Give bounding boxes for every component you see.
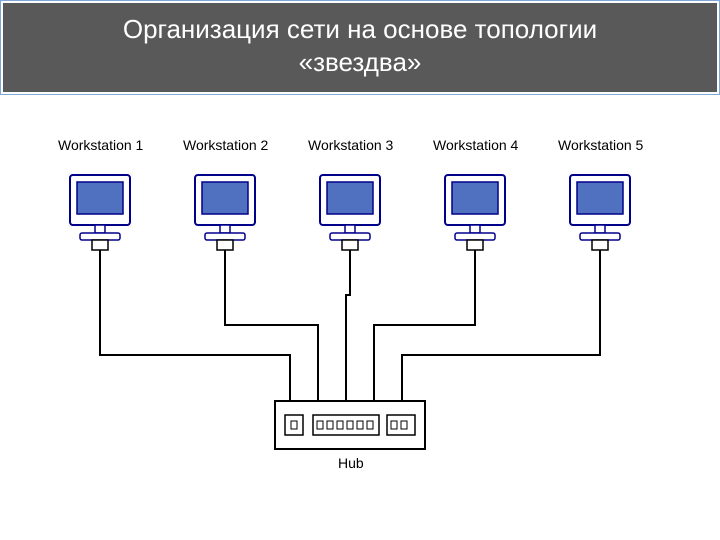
- page-title: Организация сети на основе топологии «зв…: [23, 13, 697, 78]
- header-inner: Организация сети на основе топологии «зв…: [3, 3, 717, 92]
- title-line-2: «звездва»: [299, 47, 422, 77]
- workstation-label-2: Workstation 2: [183, 137, 268, 153]
- star-topology-diagram: Workstation 1 Workstation 2 Workstation 3 W…: [0, 95, 720, 535]
- header-bar: Организация сети на основе топологии «зв…: [0, 0, 720, 95]
- title-line-1: Организация сети на основе топологии: [123, 14, 597, 44]
- workstation-label-3: Workstation 3: [308, 137, 393, 153]
- hub-label: Hub: [338, 455, 364, 471]
- workstation-label-4: Workstation 4: [433, 137, 518, 153]
- workstation-label-5: Workstation 5: [558, 137, 643, 153]
- workstation-label-1: Workstation 1: [58, 137, 143, 153]
